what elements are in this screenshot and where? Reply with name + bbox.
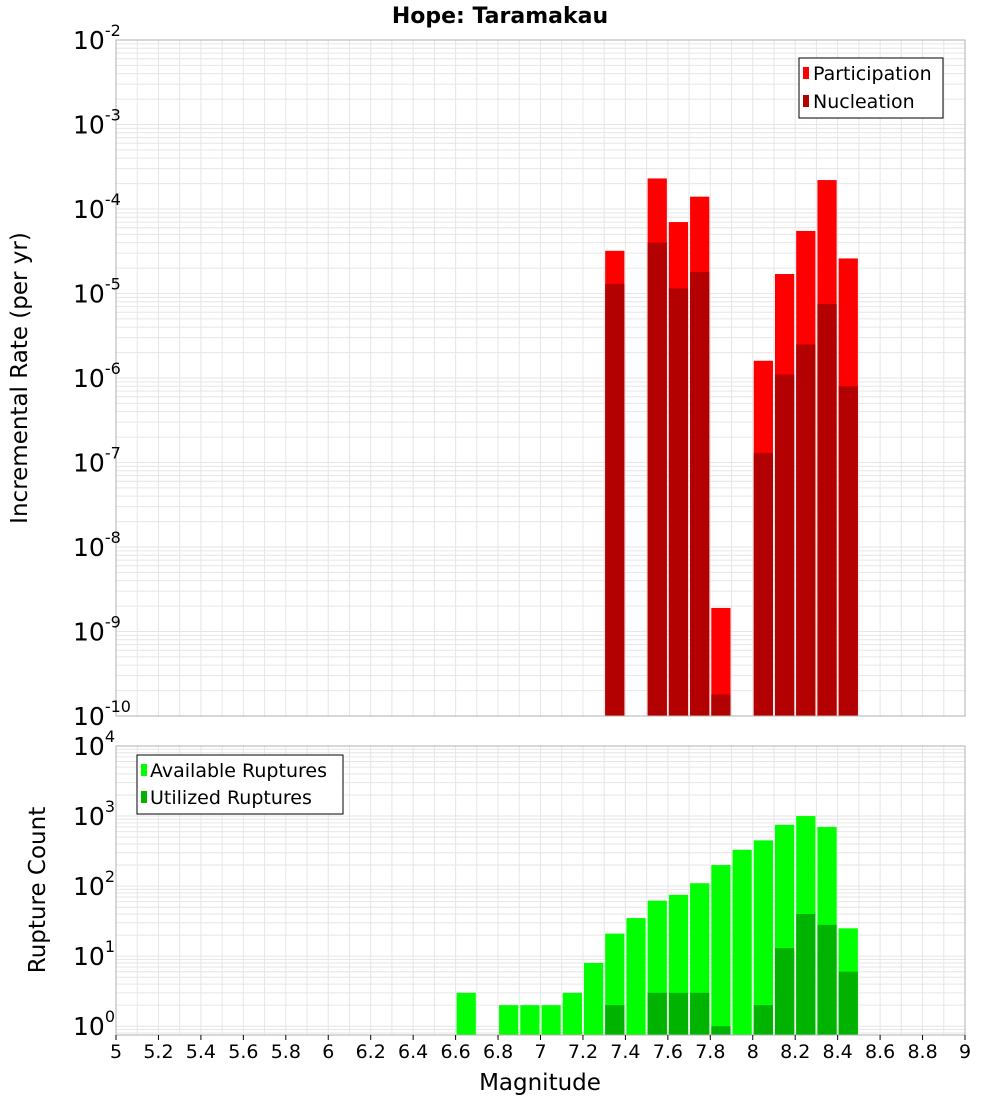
nucleation-legend-label: Nucleation — [813, 91, 915, 113]
nucleation-bar — [774, 374, 795, 716]
available-ruptures-bar — [520, 1005, 540, 1035]
utilized-legend-swatch — [141, 791, 147, 803]
y-tick-label: 101 — [73, 937, 115, 971]
available-ruptures-bar — [562, 992, 582, 1035]
y-tick-label: 10-8 — [73, 528, 121, 562]
participation-legend-swatch — [803, 67, 809, 79]
x-tick-label: 6.6 — [440, 1041, 470, 1063]
nucleation-bar — [796, 344, 816, 716]
nucleation-bar — [647, 242, 667, 717]
x-tick-label: 5 — [110, 1041, 122, 1063]
nucleation-bar — [753, 452, 773, 716]
x-tick-label: 7 — [534, 1041, 546, 1063]
x-tick-label: 6.8 — [483, 1041, 513, 1063]
x-tick-label: 5.4 — [186, 1041, 216, 1063]
y-tick-label: 10-7 — [73, 444, 121, 478]
chart-title: Hope: Taramakau — [392, 4, 608, 29]
count-y-axis-label: Rupture Count — [25, 807, 51, 973]
count-legend: Available Ruptures Utilized Ruptures — [136, 754, 344, 815]
rate-legend: Participation Nucleation — [798, 57, 944, 119]
x-tick-label: 7.2 — [568, 1041, 598, 1063]
nucleation-bar — [817, 304, 837, 716]
y-tick-label: 104 — [73, 727, 115, 761]
rate-gridlines — [115, 39, 966, 717]
available-legend-label: Available Ruptures — [150, 760, 327, 782]
y-tick-label: 10-5 — [73, 275, 121, 309]
x-axis-label: Magnitude — [479, 1070, 601, 1096]
available-ruptures-bar — [753, 840, 773, 1035]
y-tick-label: 10-6 — [73, 359, 121, 393]
y-tick-label: 10-3 — [73, 106, 121, 140]
y-tick-label: 103 — [73, 797, 115, 831]
y-tick-label: 10-9 — [73, 613, 121, 647]
utilized-ruptures-bar — [605, 1005, 625, 1035]
participation-bar — [711, 607, 731, 716]
count-legend-box — [136, 754, 344, 815]
utilized-ruptures-bar — [711, 1026, 731, 1035]
nucleation-bar — [838, 386, 858, 716]
x-tick-label: 8.6 — [865, 1041, 895, 1063]
utilized-ruptures-bar — [796, 914, 816, 1035]
rate-legend-box — [798, 57, 944, 119]
available-ruptures-bar — [499, 1005, 519, 1035]
utilized-ruptures-bar — [647, 992, 667, 1035]
count-bars — [456, 816, 858, 1035]
available-ruptures-bar — [583, 962, 604, 1035]
x-tick-label: 7.6 — [653, 1041, 683, 1063]
x-tick-label: 5.8 — [271, 1041, 301, 1063]
available-ruptures-bar — [541, 1005, 561, 1035]
rate-y-ticks: 10-10 10-9 10-8 10-7 10-6 10-5 10-4 10-3 10-2 — [73, 21, 131, 731]
nucleation-legend-swatch — [803, 95, 809, 107]
y-tick-label: 10-2 — [73, 21, 121, 55]
rate-panel: 10-10 10-9 10-8 10-7 10-6 10-5 10-4 10-3 10-2 In… — [7, 21, 966, 731]
utilized-ruptures-bar — [817, 924, 837, 1035]
available-ruptures-bar — [626, 918, 646, 1035]
nucleation-bar — [711, 694, 731, 716]
x-tick-label: 6.2 — [356, 1041, 386, 1063]
utilized-ruptures-bar — [753, 1005, 773, 1035]
utilized-ruptures-bar — [838, 971, 858, 1035]
y-tick-label: 10-4 — [73, 190, 121, 224]
count-y-ticks: 100 101 102 103 104 — [73, 727, 115, 1041]
x-tick-label: 5.6 — [228, 1041, 258, 1063]
y-tick-label: 102 — [73, 867, 115, 901]
utilized-legend-label: Utilized Ruptures — [150, 787, 312, 809]
rate-plot-frame — [115, 39, 966, 717]
nucleation-bar — [690, 271, 710, 716]
y-tick-label: 10-10 — [73, 697, 131, 731]
x-tick-label: 8.8 — [907, 1041, 937, 1063]
x-axis-ticks: 5 5.2 5.4 5.6 5.8 6 6.2 6.4 6.6 6.8 7 7.2 7.4 7.6 7.8 8… — [110, 1035, 971, 1063]
utilized-ruptures-bar — [668, 992, 689, 1035]
available-ruptures-bar — [711, 865, 731, 1035]
count-panel: 100 101 102 103 104 5 5.2 5.4 5.6 5.8 6 6.2 6.4 6.6 6… — [25, 727, 971, 1096]
nucleation-bar — [668, 288, 689, 716]
x-tick-label: 6 — [322, 1041, 334, 1063]
x-tick-label: 7.8 — [695, 1041, 725, 1063]
x-tick-label: 8 — [747, 1041, 759, 1063]
y-tick-label: 100 — [73, 1007, 115, 1041]
available-ruptures-bar — [456, 992, 476, 1035]
x-tick-label: 8.4 — [823, 1041, 853, 1063]
available-legend-swatch — [141, 764, 147, 776]
rate-bars — [605, 178, 858, 717]
utilized-ruptures-bar — [690, 992, 710, 1035]
nucleation-bar — [605, 283, 625, 716]
utilized-ruptures-bar — [774, 948, 795, 1035]
x-tick-label: 8.2 — [780, 1041, 810, 1063]
x-tick-label: 5.2 — [143, 1041, 173, 1063]
rate-y-axis-label: Incremental Rate (per yr) — [7, 232, 33, 524]
x-tick-label: 7.4 — [610, 1041, 640, 1063]
available-ruptures-bar — [732, 849, 752, 1035]
x-tick-label: 9 — [959, 1041, 971, 1063]
x-tick-label: 6.4 — [398, 1041, 428, 1063]
participation-legend-label: Participation — [813, 63, 932, 85]
